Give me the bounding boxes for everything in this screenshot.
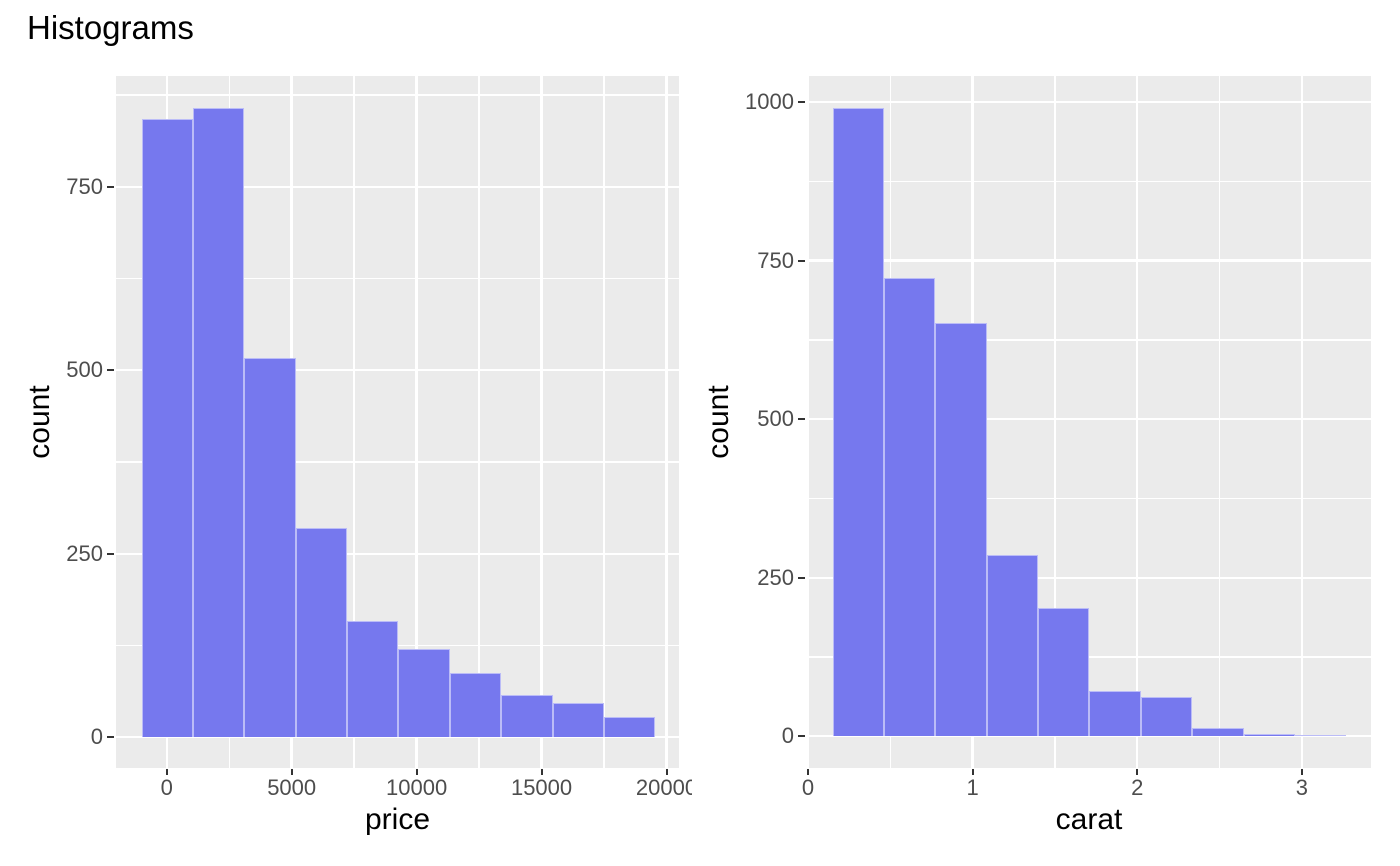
y-gridline-major (807, 735, 1371, 738)
x-gridline-minor (1218, 76, 1221, 768)
histogram-bar (1243, 734, 1295, 737)
histogram-bar (935, 323, 987, 737)
subplot-carat: count carat 0 1 2 3 0 250 500 750 1000 (700, 0, 1400, 866)
y-gridline-minor (807, 497, 1371, 500)
x-tick-label: 20000 (635, 775, 692, 800)
y-gridline-major (807, 576, 1371, 579)
y-tick-label: 750 (757, 247, 794, 273)
y-gridline-minor (116, 94, 679, 96)
y-tick-mark (798, 418, 805, 421)
y-tick-label: 500 (66, 357, 103, 383)
x-tick-mark (1136, 769, 1139, 775)
histogram-bar (141, 119, 194, 738)
histogram-bar (347, 621, 399, 738)
y-tick-label: 750 (66, 173, 103, 199)
histogram-bar (1140, 696, 1193, 737)
y-tick-mark (798, 101, 805, 103)
x-tick-mark (665, 769, 668, 775)
histogram-bar (193, 107, 245, 738)
y-tick-label: 250 (757, 564, 794, 590)
y-gridline-minor (807, 339, 1371, 341)
x-axis-title-carat: carat (1055, 803, 1123, 836)
y-tick-label: 0 (90, 724, 103, 750)
histogram-bar (1192, 728, 1244, 737)
x-tick-label: 1 (966, 775, 979, 800)
y-gridline-major (807, 100, 1371, 104)
y-tick-mark (107, 552, 114, 555)
y-gridline-major (807, 259, 1371, 262)
y-tick-mark (798, 735, 805, 738)
y-tick-mark (107, 185, 114, 188)
x-tick-label: 0 (160, 775, 173, 800)
x-gridline-minor (603, 76, 605, 768)
y-tick-label: 250 (66, 540, 103, 566)
x-tick-mark (806, 769, 809, 775)
y-gridline-major (807, 417, 1371, 421)
histogram-bar (501, 695, 553, 738)
x-gridline-major (807, 76, 810, 768)
x-gridline-minor (478, 76, 480, 768)
x-tick-label: 10000 (386, 775, 448, 800)
x-tick-label: 0 (801, 775, 815, 800)
x-gridline-major (415, 76, 418, 768)
histogram-bar (398, 649, 450, 738)
x-gridline-major (540, 76, 543, 768)
y-tick-mark (798, 259, 805, 262)
histogram-bar (832, 108, 885, 737)
x-tick-label: 5000 (267, 775, 317, 800)
x-axis-title-price: price (364, 803, 431, 836)
histogram-bar (1038, 608, 1090, 737)
histogram-bar (986, 554, 1039, 737)
x-gridline-major (1136, 76, 1139, 768)
x-tick-mark (415, 769, 418, 775)
x-gridline-major (1300, 76, 1304, 768)
x-tick-mark (290, 769, 293, 775)
y-gridline-major (116, 552, 679, 555)
x-tick-mark (1300, 769, 1303, 775)
y-gridline-major (116, 185, 679, 188)
y-gridline-minor (116, 277, 679, 280)
histogram-bar (603, 716, 656, 738)
plot-panel-price (116, 76, 679, 768)
histogram-bar (552, 702, 604, 738)
subplot-price: count price 0 5000 10000 15000 20000 0 250 500 7… (0, 0, 692, 866)
y-gridline-minor (116, 461, 679, 463)
figure-title: Histograms (27, 9, 194, 46)
x-tick-mark (971, 769, 974, 775)
x-tick-mark (540, 769, 543, 775)
y-tick-label: 0 (781, 723, 794, 749)
histogram-bar (1294, 735, 1347, 737)
y-tick-mark (798, 576, 805, 579)
x-gridline-minor (1054, 76, 1056, 768)
x-gridline-minor (353, 76, 355, 768)
y-tick-mark (107, 736, 114, 739)
x-tick-mark (165, 769, 168, 775)
plot-panel-carat (807, 76, 1371, 768)
y-tick-mark (107, 369, 114, 372)
x-tick-label: 15000 (510, 775, 573, 800)
x-gridline-major (665, 76, 668, 768)
x-tick-label: 3 (1295, 775, 1308, 800)
x-tick-label: 2 (1131, 775, 1144, 800)
y-gridline-major (116, 369, 679, 372)
y-tick-label: 1000 (745, 89, 794, 114)
histogram-bar (244, 357, 296, 738)
histogram-bar (449, 672, 502, 738)
y-tick-label: 500 (757, 406, 794, 432)
y-gridline-minor (807, 180, 1371, 182)
histogram-bar (884, 278, 936, 737)
y-axis-title-price: count (23, 385, 56, 459)
histogram-bar (295, 528, 348, 738)
histogram-bar (1089, 691, 1141, 737)
